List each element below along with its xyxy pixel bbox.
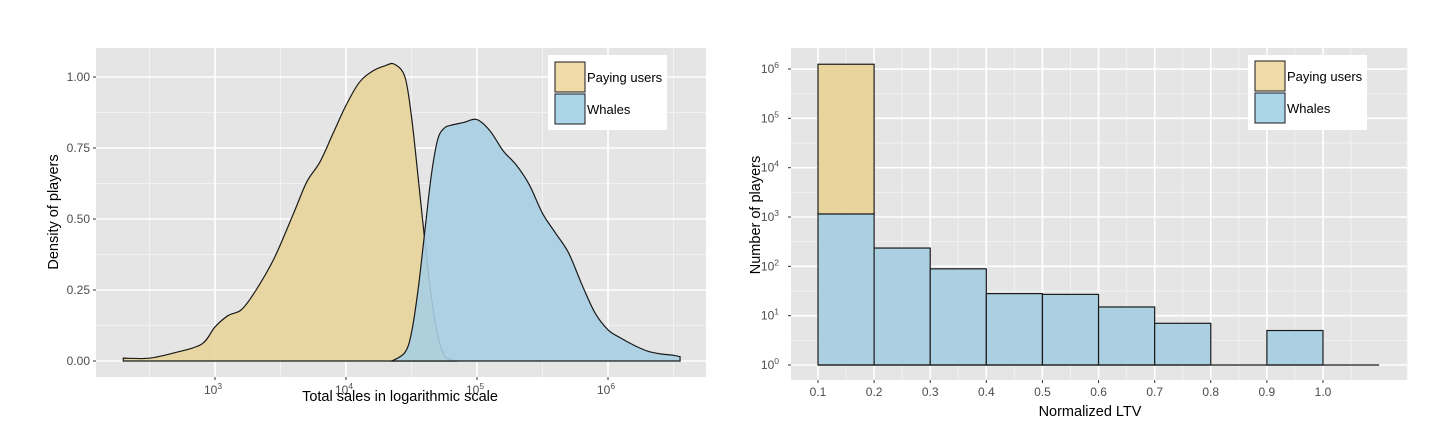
x-tick-label: 103 <box>204 381 222 397</box>
bar-whales <box>873 247 931 366</box>
legend-label-whales: Whales <box>1287 101 1331 116</box>
right-y-axis: 100 101 102 103 104 105 106 <box>761 60 791 372</box>
legend-label-paying-users: Paying users <box>1287 69 1363 84</box>
legend-swatch-whales <box>554 93 586 125</box>
y-tick-label: 105 <box>761 109 779 125</box>
x-tick-label: 0.1 <box>810 385 827 399</box>
x-tick-label: 0.3 <box>922 385 939 399</box>
y-tick-label: 0.50 <box>67 212 91 226</box>
right-x-axis-title: Normalized LTV <box>1039 404 1142 420</box>
left-density-areas <box>122 62 681 362</box>
y-tick-label: 102 <box>761 257 779 273</box>
left-x-axis: 103 104 105 106 <box>204 377 615 397</box>
density-area-whales <box>389 118 681 362</box>
x-tick-label: 0.9 <box>1259 385 1276 399</box>
x-tick-label: 0.7 <box>1146 385 1163 399</box>
x-tick-label: 0.4 <box>978 385 995 399</box>
left-legend: Paying users Whales <box>548 55 667 130</box>
legend-swatch-paying-users <box>554 61 586 93</box>
histogram-chart: 100 101 102 103 104 105 106 0.1 0.2 0.3 0.4 0.5 0.6… <box>748 48 1408 420</box>
x-tick-label: 106 <box>597 381 615 397</box>
x-tick-label: 0.5 <box>1034 385 1051 399</box>
bar-paying-users <box>817 63 875 215</box>
legend-swatch-paying-users <box>1254 60 1286 92</box>
bar-whales <box>929 268 987 366</box>
y-tick-label: 0.25 <box>67 283 91 297</box>
x-tick-label: 104 <box>335 381 353 397</box>
legend-label-paying-users: Paying users <box>587 70 663 85</box>
right-x-axis: 0.1 0.2 0.3 0.4 0.5 0.6 0.7 0.8 0.9 1.0 <box>810 380 1332 399</box>
y-tick-label: 1.00 <box>67 70 91 84</box>
y-tick-label: 101 <box>761 307 779 323</box>
x-tick-label: 1.0 <box>1315 385 1332 399</box>
right-histogram-bars <box>817 63 1380 366</box>
left-x-axis-title: Total sales in logarithmic scale <box>302 389 498 405</box>
bar-whales <box>985 293 1044 366</box>
right-legend: Paying users Whales <box>1248 55 1367 130</box>
x-tick-label: 105 <box>466 381 484 397</box>
legend-label-whales: Whales <box>587 102 631 117</box>
left-y-axis-title: Density of players <box>46 154 62 269</box>
bar-whales <box>1097 306 1156 366</box>
y-tick-label: 0.00 <box>67 354 91 368</box>
left-y-axis: 0.00 0.25 0.50 0.75 1.00 <box>67 70 96 368</box>
bar-whales <box>1154 322 1212 366</box>
right-y-axis-title: Number of players <box>748 156 764 274</box>
legend-swatch-whales <box>1254 92 1286 124</box>
x-tick-label: 0.6 <box>1090 385 1107 399</box>
bar-whales <box>817 213 875 366</box>
y-tick-label: 106 <box>761 60 779 76</box>
y-tick-label: 103 <box>761 208 779 224</box>
bar-whales <box>1041 293 1100 366</box>
y-tick-label: 100 <box>761 356 779 372</box>
bar-whales <box>1266 329 1324 366</box>
x-tick-label: 0.2 <box>866 385 883 399</box>
density-chart: 0.00 0.25 0.50 0.75 1.00 103 104 105 106 Densit… <box>46 48 706 405</box>
y-tick-label: 104 <box>761 159 779 175</box>
y-tick-label: 0.75 <box>67 141 91 155</box>
x-tick-label: 0.8 <box>1202 385 1219 399</box>
